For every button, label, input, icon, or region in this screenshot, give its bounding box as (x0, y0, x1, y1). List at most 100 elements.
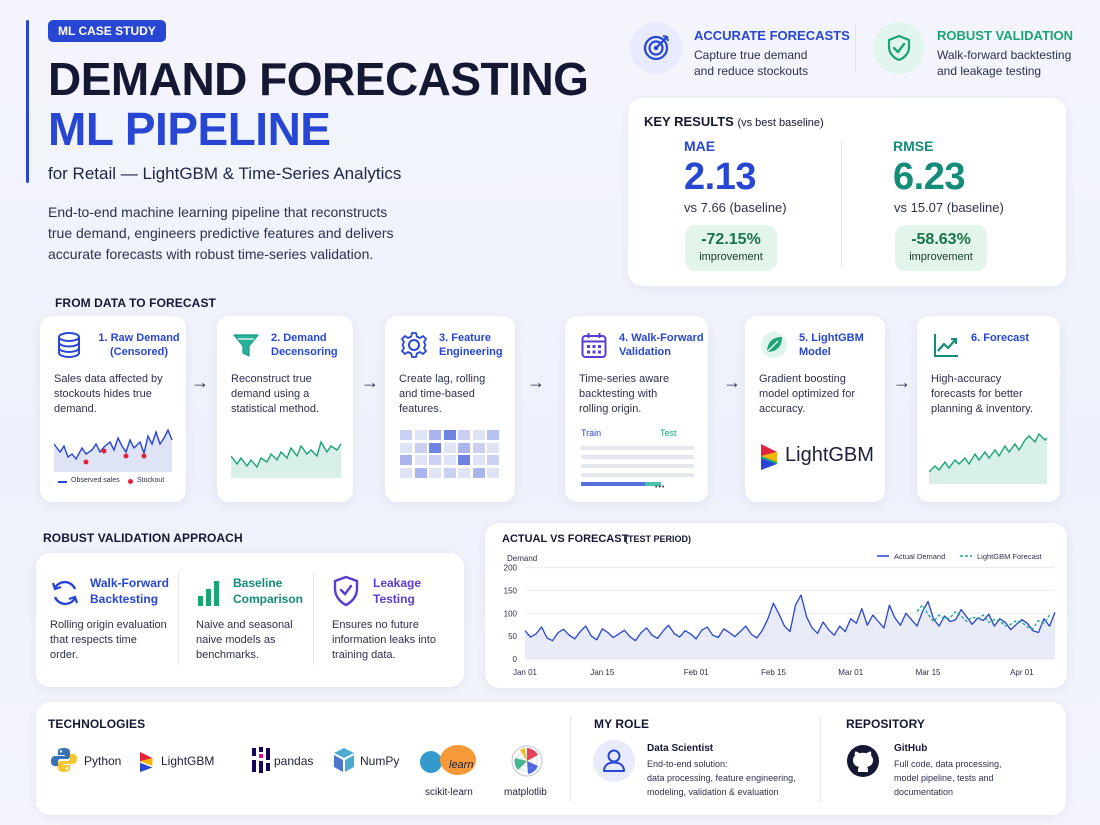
validation-item-desc: Naive and seasonal naive models as benchma… (196, 619, 293, 661)
intro-line: true demand, engineers predictive featur… (48, 225, 394, 241)
feature-cell (400, 467, 412, 478)
refresh-icon (51, 580, 79, 606)
repository-name[interactable]: GitHub (894, 743, 928, 754)
scikit-learn-logo-orange (440, 745, 476, 775)
scikit-learn-logo-icon (420, 751, 442, 773)
feature-cell (458, 430, 470, 440)
validation-section-title: ROBUST VALIDATION APPROACH (43, 531, 243, 545)
github-icon[interactable] (846, 744, 880, 778)
page-title-highlight: ML PIPELINE (48, 103, 331, 155)
intro-text: End-to-end machine learning pipeline tha… (48, 202, 428, 265)
bottom-divider (820, 716, 821, 802)
feature-cell (429, 467, 441, 478)
pipeline-step-desc: Sales data affected by stockouts hides tr… (54, 373, 163, 415)
pipeline-step-desc: Gradient boosting model optimized for accu… (759, 373, 855, 415)
person-icon (593, 740, 635, 782)
highlight-title: ROBUST VALIDATION (937, 28, 1074, 43)
chart-xtick-label: Apr 01 (1010, 668, 1034, 677)
validation-divider (313, 573, 314, 665)
stockout-legend-swatch (128, 479, 133, 484)
chart-ytick-label: 0 (513, 655, 518, 664)
chart-ytick-label: 200 (504, 564, 518, 573)
key-results-heading: KEY RESULTS (vs best baseline) (644, 114, 824, 129)
chart-ylabel: Demand (507, 554, 537, 563)
validation-item-desc: Rolling origin evaluation that respects t… (50, 619, 167, 661)
bottom-info-card: TECHNOLOGIES Python LightGBM pandas NumP… (36, 702, 1066, 815)
scikit-learn-logo-text: learn (449, 759, 474, 771)
train-label: Train (581, 428, 602, 438)
tech-label-python: Python (84, 754, 122, 768)
highlight-desc-line: Capture true demand (694, 48, 808, 62)
pipeline-arrow-icon: → (527, 372, 545, 392)
bar-chart-icon (198, 581, 219, 606)
feature-cell (458, 467, 470, 478)
key-results-card: KEY RESULTS (vs best baseline) MAE 2.13 … (628, 98, 1066, 286)
forecast-sparkline (929, 432, 1048, 484)
split-row (581, 446, 694, 459)
highlight-desc-line: Walk-forward backtesting (937, 48, 1072, 62)
repository-desc: Full code, data processing, model pipelin… (894, 759, 1002, 797)
pipeline-arrow-icon: → (893, 372, 911, 392)
validation-divider (178, 573, 179, 665)
tech-label-lightgbm: LightGBM (161, 754, 215, 768)
pipeline-step-title: 6. Forecast (971, 332, 1030, 344)
test-label: Test (660, 428, 677, 438)
page-subtitle: for Retail — LightGBM & Time-Series Anal… (48, 164, 402, 183)
feature-cell (429, 430, 441, 440)
feature-cell (414, 442, 427, 453)
pipeline-arrow-icon: → (191, 372, 209, 392)
feature-cell (487, 467, 499, 478)
chart-xtick-label: Feb 15 (761, 668, 786, 677)
leaf-icon (761, 332, 787, 358)
pandas-logo-icon (252, 747, 270, 773)
mae-label: MAE (684, 138, 716, 154)
chart-ytick-label: 50 (508, 632, 517, 641)
lightgbm-logo-text: LightGBM (785, 444, 874, 466)
mae-improvement-badge: -72.15% improvement (685, 225, 777, 271)
highlight-desc: Capture true demand and reduce stockouts (694, 47, 808, 79)
python-logo-icon (51, 748, 77, 772)
chart-xtick-label: Mar 01 (838, 668, 863, 677)
pipeline-step-desc: Reconstruct true demand using a statistica… (231, 373, 320, 415)
highlight-desc-line: and reduce stockouts (694, 64, 809, 78)
role-title: MY ROLE (594, 717, 650, 731)
role-desc: End-to-end solution: data processing, fea… (647, 759, 796, 797)
actual-vs-forecast-card: ACTUAL VS FORECAST (TEST PERIOD) Demand … (485, 523, 1067, 688)
decensored-sparkline (231, 440, 342, 478)
split-row (581, 455, 694, 468)
chart-title: ACTUAL VS FORECAST (502, 533, 629, 545)
feature-cell (443, 455, 456, 465)
highlight-divider (855, 24, 856, 72)
pipeline-arrow-icon: → (723, 372, 741, 392)
pipeline-step-decensoring: 2. Demand Decensoring Reconstruct true dem… (217, 316, 353, 502)
shield-check-icon (873, 22, 925, 74)
feature-cell (458, 455, 470, 465)
pipeline-section-title: FROM DATA TO FORECAST (55, 296, 216, 310)
gear-icon (401, 332, 427, 358)
highlight-title: ACCURATE FORECASTS (694, 28, 850, 43)
results-divider (841, 140, 842, 268)
validation-item-desc: Ensures no future information leaks into t… (332, 619, 436, 661)
repository-title: REPOSITORY (846, 717, 926, 731)
chart-series-forecast (916, 604, 1051, 630)
tech-label-numpy: NumPy (360, 754, 400, 768)
validation-card: Walk-Forward Backtesting Rolling origin e… (36, 553, 464, 687)
intro-line: End-to-end machine learning pipeline tha… (48, 204, 388, 220)
numpy-logo-icon (334, 748, 354, 772)
highlight-desc-line: and leakage testing (937, 64, 1042, 78)
calendar-icon (581, 333, 607, 358)
role-name: Data Scientist (647, 743, 714, 754)
page-title: DEMAND FORECASTING (48, 53, 589, 105)
header-accent-bar (26, 20, 29, 183)
target-icon (630, 22, 682, 74)
stockout-legend-label: Stockout (137, 477, 165, 484)
feature-cell (414, 455, 427, 465)
feature-cell (429, 455, 441, 465)
split-row (581, 473, 694, 486)
chart-xtick-label: Mar 15 (916, 668, 941, 677)
tech-label-matplotlib: matplotlib (504, 787, 547, 798)
feature-cell (414, 430, 427, 440)
pipeline-step-walk-forward: 4. Walk-Forward Validation Time-series aw… (565, 316, 708, 502)
feature-cell (487, 442, 499, 453)
chart-legend-label: Actual Demand (894, 552, 945, 561)
